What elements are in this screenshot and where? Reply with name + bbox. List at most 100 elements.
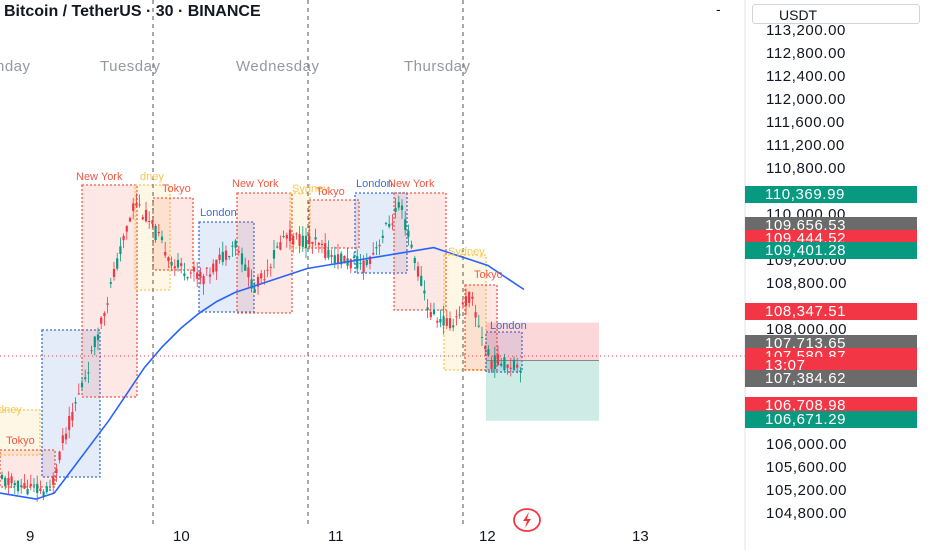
- candle: [151, 220, 154, 224]
- candle: [276, 246, 279, 248]
- candle: [199, 272, 202, 278]
- session-box: [152, 197, 194, 271]
- candle: [20, 485, 23, 487]
- candle: [84, 377, 87, 380]
- candle: [160, 236, 164, 241]
- candle: [333, 255, 336, 264]
- candle: [122, 235, 125, 241]
- candle: [71, 411, 74, 421]
- candle: [308, 235, 311, 245]
- candle: [292, 235, 295, 245]
- candle: [138, 204, 141, 206]
- menu-dash[interactable]: -: [716, 1, 721, 17]
- candle: [458, 314, 461, 316]
- y-tick: 105,200.00: [766, 482, 848, 499]
- candle: [327, 249, 330, 258]
- candle: [439, 318, 442, 323]
- candle: [77, 393, 80, 395]
- candle: [359, 262, 362, 264]
- x-tick: 9: [26, 528, 35, 545]
- candle: [16, 480, 20, 492]
- x-tick: 12: [479, 528, 496, 545]
- candle: [381, 235, 384, 238]
- candle: [426, 307, 429, 311]
- candle: [48, 489, 52, 491]
- session-label: New York: [388, 178, 435, 190]
- session-label: New York: [76, 171, 123, 183]
- session-label: Tokyo: [162, 183, 191, 195]
- candle: [128, 217, 132, 222]
- candle: [141, 217, 144, 220]
- moving-average-line: [0, 246, 525, 500]
- candle: [413, 258, 416, 264]
- candle: [32, 484, 36, 486]
- candle: [471, 296, 474, 299]
- candle: [298, 234, 301, 246]
- price-label: 106,708.98: [745, 397, 917, 414]
- candle: [218, 254, 221, 261]
- candle: [304, 235, 308, 249]
- candle: [410, 244, 413, 248]
- session-label: London: [356, 178, 393, 190]
- candle: [221, 251, 224, 262]
- candle: [116, 258, 119, 269]
- candle: [362, 260, 365, 273]
- candle: [324, 243, 327, 259]
- candle: [340, 253, 343, 265]
- candle: [368, 256, 372, 264]
- price-label: 106,671.29: [745, 411, 917, 428]
- candle: [154, 225, 157, 241]
- candle: [132, 203, 135, 211]
- candle: [231, 245, 234, 247]
- session-label: dney: [0, 404, 22, 416]
- candle: [205, 267, 208, 269]
- session-box: [236, 192, 293, 314]
- candle: [192, 267, 196, 272]
- candle: [442, 316, 445, 326]
- day-label: nday: [0, 58, 31, 75]
- symbol-title[interactable]: Bitcoin / TetherUS · 30 · BINANCE: [4, 3, 261, 20]
- price-label: 13:07: [745, 357, 917, 374]
- candle: [58, 451, 61, 461]
- candle: [215, 259, 218, 272]
- y-tick: 111,200.00: [766, 137, 845, 154]
- candle: [464, 296, 468, 306]
- target-zone: [486, 360, 599, 421]
- candle: [314, 237, 317, 240]
- candle: [503, 357, 506, 370]
- y-tick: 110,800.00: [766, 160, 846, 177]
- x-tick: 13: [632, 528, 649, 545]
- price-label: 109,401.28: [745, 242, 917, 259]
- stop-zone: [486, 322, 599, 361]
- candle: [429, 311, 432, 318]
- candle: [93, 336, 96, 348]
- candle: [349, 259, 352, 269]
- candle: [212, 263, 215, 273]
- lightning-icon[interactable]: [512, 507, 542, 533]
- candle: [516, 364, 519, 368]
- price-label: 108,347.51: [745, 303, 917, 320]
- candle: [484, 346, 487, 350]
- price-label: 110,369.99: [745, 186, 917, 203]
- candle: [391, 223, 394, 225]
- candle: [388, 223, 391, 227]
- x-tick: 11: [328, 528, 344, 545]
- session-box: [393, 192, 447, 311]
- candle: [461, 302, 464, 305]
- candle: [295, 233, 298, 235]
- candle: [487, 349, 490, 356]
- candle: [196, 272, 199, 279]
- price-label: 107,384.62: [745, 370, 917, 387]
- y-tick: 112,400.00: [766, 68, 846, 85]
- candle: [263, 279, 266, 281]
- candle: [176, 259, 180, 268]
- session-box: [0, 409, 41, 456]
- candle: [468, 291, 471, 303]
- day-label: Tuesday: [100, 58, 161, 75]
- candle: [519, 370, 522, 373]
- y-tick: 104,800.00: [766, 505, 848, 522]
- candle: [336, 254, 340, 264]
- currency-selector[interactable]: USDT: [752, 4, 920, 24]
- candle: [100, 317, 103, 324]
